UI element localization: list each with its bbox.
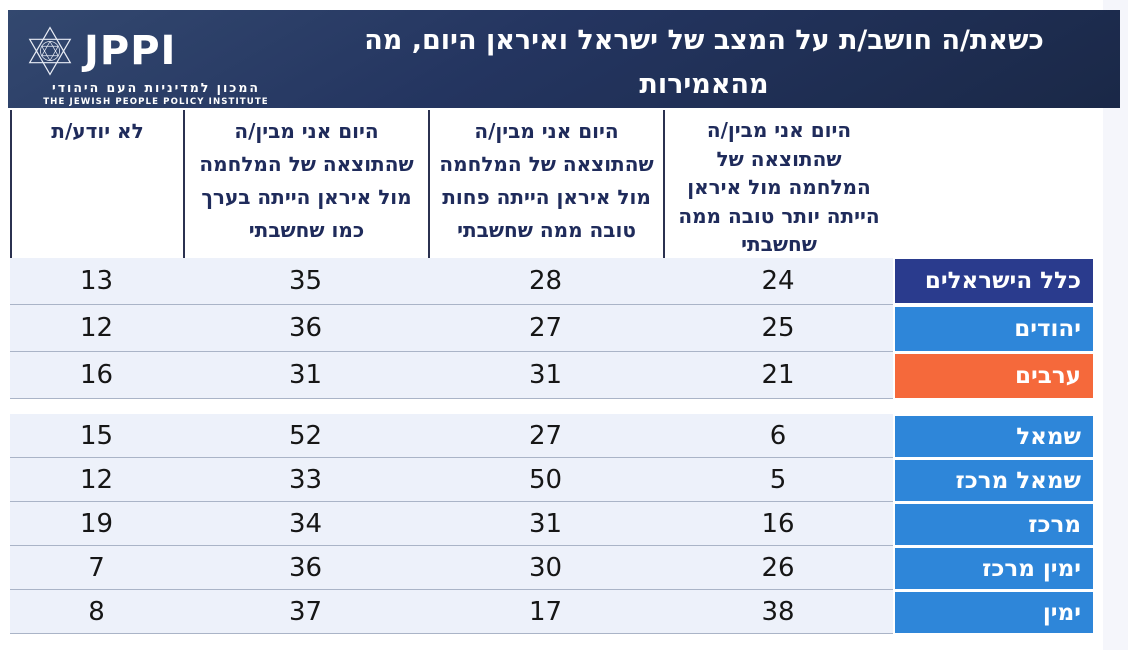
value-cell: 26 — [761, 552, 795, 583]
value-cell: 16 — [761, 508, 795, 539]
value-cell: 30 — [528, 552, 563, 583]
value-cell: 21 — [761, 360, 795, 390]
table-row-center-left: 12 33 50 5 שמאל מרכז — [10, 458, 1093, 502]
value-cell: 17 — [528, 596, 563, 627]
value-cell: 6 — [769, 420, 787, 451]
row-cells: 16 31 31 21 — [10, 352, 893, 399]
header-banner: JPPI המכון למדיניות העם היהודי THE JEWIS… — [8, 10, 1120, 144]
row-cells: 12 33 50 5 — [10, 458, 893, 502]
row-label: יהודים — [895, 307, 1093, 351]
column-headers: לא יודע/ת היום אני מבין/ה שהתוצאה של המל… — [10, 110, 893, 258]
row-cells: 19 34 31 16 — [10, 502, 893, 546]
value-cell: 36 — [288, 552, 323, 583]
value-cell: 52 — [288, 420, 323, 451]
row-label: שמאל — [895, 416, 1093, 457]
row-cells: 7 36 30 26 — [10, 546, 893, 590]
column-header-worse-than-expected: היום אני מבין/ה שהתוצאה של המלחמה מול אי… — [428, 110, 663, 258]
value-cell: 37 — [288, 596, 323, 627]
value-cell: 34 — [288, 508, 323, 539]
value-cell: 25 — [761, 313, 795, 343]
logo-english-name: THE JEWISH PEOPLE POLICY INSTITUTE — [43, 97, 269, 107]
row-cells: 13 35 28 24 — [10, 258, 893, 305]
table-row-arabs: 16 31 31 21 ערבים — [10, 352, 1093, 399]
chart-title: כשאת/ה חושב/ת על המצב של ישראל ואיראן הי… — [300, 19, 1108, 151]
table-row-jews: 12 36 27 25 יהודים — [10, 305, 1093, 352]
page-right-margin-strip — [1103, 0, 1128, 650]
value-cell: 33 — [288, 464, 323, 495]
value-cell: 12 — [79, 464, 114, 495]
value-cell: 5 — [769, 464, 787, 495]
row-cells: 8 37 17 38 — [10, 590, 893, 634]
value-cell: 19 — [79, 508, 114, 539]
logo-top-row: JPPI — [24, 24, 288, 78]
table-row-center: 19 34 31 16 מרכז — [10, 502, 1093, 546]
value-cell: 27 — [528, 313, 563, 343]
value-cell: 12 — [79, 313, 114, 343]
table-row-center-right: 7 36 30 26 ימין מרכז — [10, 546, 1093, 590]
table-row-right: 8 37 17 38 ימין — [10, 590, 1093, 634]
chart-title-line2: הבאות יותר מתאים לעמדתך? (%) — [490, 113, 918, 144]
value-cell: 38 — [761, 596, 795, 627]
row-cells: 12 36 27 25 — [10, 305, 893, 352]
value-cell: 8 — [88, 596, 105, 627]
value-cell: 24 — [761, 266, 795, 296]
chart-title-line1: כשאת/ה חושב/ת על המצב של ישראל ואיראן הי… — [364, 25, 1044, 100]
value-cell: 27 — [528, 420, 563, 451]
value-cell: 15 — [79, 420, 114, 451]
value-cell: 36 — [288, 313, 323, 343]
row-label: שמאל מרכז — [895, 460, 1093, 501]
value-cell: 7 — [88, 552, 105, 583]
row-label: כלל הישראלים — [895, 259, 1093, 303]
value-cell: 50 — [528, 464, 563, 495]
table-row-all-israelis: 13 35 28 24 כלל הישראלים — [10, 258, 1093, 305]
row-cells: 15 52 27 6 — [10, 414, 893, 458]
value-cell: 31 — [288, 360, 323, 390]
value-cell: 16 — [79, 360, 114, 390]
logo-hebrew-name: המכון למדיניות העם היהודי — [52, 80, 260, 95]
logo-acronym: JPPI — [84, 28, 177, 74]
value-cell: 35 — [288, 266, 323, 296]
column-header-dont-know: לא יודע/ת — [10, 110, 183, 258]
column-header-better-than-expected: היום אני מבין/ה שהתוצאה של המלחמה מול אי… — [663, 110, 893, 258]
row-label: ימין מרכז — [895, 548, 1093, 589]
row-label: ימין — [895, 592, 1093, 633]
value-cell: 31 — [528, 360, 563, 390]
star-of-david-icon — [28, 26, 72, 76]
value-cell: 31 — [528, 508, 563, 539]
value-cell: 13 — [79, 266, 114, 296]
column-header-about-as-expected: היום אני מבין/ה שהתוצאה של המלחמה מול אי… — [183, 110, 428, 258]
jppi-logo: JPPI המכון למדיניות העם היהודי THE JEWIS… — [24, 24, 288, 107]
row-label: ערבים — [895, 354, 1093, 398]
value-cell: 28 — [528, 266, 563, 296]
row-label: מרכז — [895, 504, 1093, 545]
table-row-left: 15 52 27 6 שמאל — [10, 414, 1093, 458]
